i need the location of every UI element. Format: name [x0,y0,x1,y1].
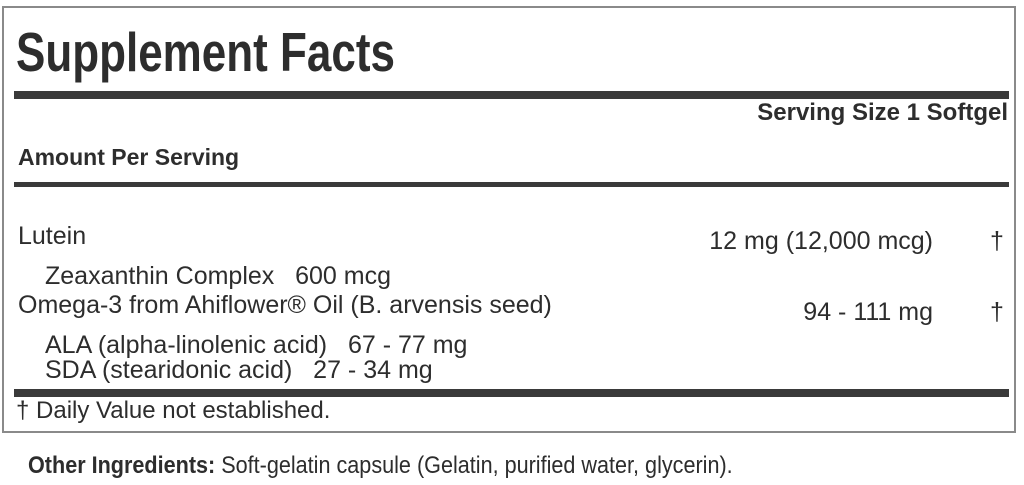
nutrient-name: Omega-3 from Ahiflower® Oil (B. arvensis… [18,291,552,319]
other-ingredients-text: Soft-gelatin capsule (Gelatin, purified … [215,452,733,479]
serving-size: Serving Size 1 Softgel [757,99,1008,126]
nutrient-name: ALA (alpha-linolenic acid) 67 - 77 mg [45,331,468,359]
thick-rule-bottom [14,389,1009,397]
nutrient-name: Zeaxanthin Complex 600 mcg [45,262,392,290]
nutrient-row-ala: ALA (alpha-linolenic acid) 67 - 77 mg [4,332,1014,358]
daily-value-footnote: † Daily Value not established. [16,397,331,424]
nutrient-amount: 94 - 111 mg [803,298,933,326]
other-ingredients: Other Ingredients: Soft-gelatin capsule … [28,452,733,479]
amount-per-serving-header: Amount Per Serving [18,144,240,170]
nutrient-row-lutein: Lutein 12 mg (12,000 mcg) † [4,222,1014,254]
nutrient-amount: 12 mg (12,000 mcg) [709,227,933,255]
daily-value-symbol: † [990,298,1004,326]
other-ingredients-label: Other Ingredients: [28,452,216,479]
panel-title: Supplement Facts [16,21,395,83]
nutrient-name: Lutein [18,222,87,250]
daily-value-symbol: † [990,227,1004,255]
nutrient-name: SDA (stearidonic acid) 27 - 34 mg [45,356,433,384]
nutrient-row-sda: SDA (stearidonic acid) 27 - 34 mg [4,357,1014,383]
rule-under-amount-header [14,182,1009,187]
supplement-facts-panel: Supplement Facts Serving Size 1 Softgel … [2,6,1016,433]
nutrient-row-zeaxanthin: Zeaxanthin Complex 600 mcg [4,263,1014,289]
nutrient-row-omega3: Omega-3 from Ahiflower® Oil (B. arvensis… [4,291,1014,325]
thick-rule-top [14,91,1009,99]
